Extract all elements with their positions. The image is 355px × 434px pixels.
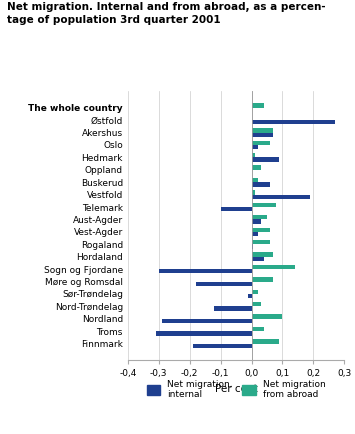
Bar (252, 257, 264, 261)
Bar (252, 232, 258, 236)
Bar (248, 294, 252, 298)
Bar (252, 240, 270, 244)
Bar (252, 145, 258, 149)
Bar (252, 182, 270, 187)
Bar (252, 120, 335, 125)
Bar (252, 165, 261, 170)
Bar (252, 220, 261, 224)
Bar (252, 190, 255, 194)
Bar (159, 269, 252, 273)
Bar (196, 282, 252, 286)
Bar (252, 327, 264, 331)
Bar (252, 153, 255, 158)
Bar (252, 277, 273, 282)
Bar (252, 302, 261, 306)
Bar (252, 253, 273, 257)
Bar (252, 141, 270, 145)
Bar (162, 319, 252, 323)
Bar (252, 203, 276, 207)
Bar (252, 265, 295, 269)
Bar (252, 132, 273, 137)
Bar (252, 339, 279, 344)
Bar (252, 158, 279, 162)
Bar (252, 103, 264, 108)
Bar (252, 244, 253, 249)
Bar (220, 207, 252, 211)
Bar (252, 289, 258, 294)
Bar (252, 128, 273, 132)
Bar (214, 306, 252, 311)
Bar (252, 315, 283, 319)
Bar (252, 215, 267, 220)
Bar (252, 227, 270, 232)
Bar (252, 194, 310, 199)
Bar (193, 344, 252, 348)
Bar (155, 331, 252, 335)
X-axis label: Per cent: Per cent (215, 384, 257, 394)
Text: Net migration. Internal and from abroad, as a percen-
tage of population 3rd qua: Net migration. Internal and from abroad,… (7, 2, 326, 25)
Legend: Net migration,
internal, Net migration
from abroad: Net migration, internal, Net migration f… (143, 376, 329, 403)
Bar (252, 178, 258, 182)
